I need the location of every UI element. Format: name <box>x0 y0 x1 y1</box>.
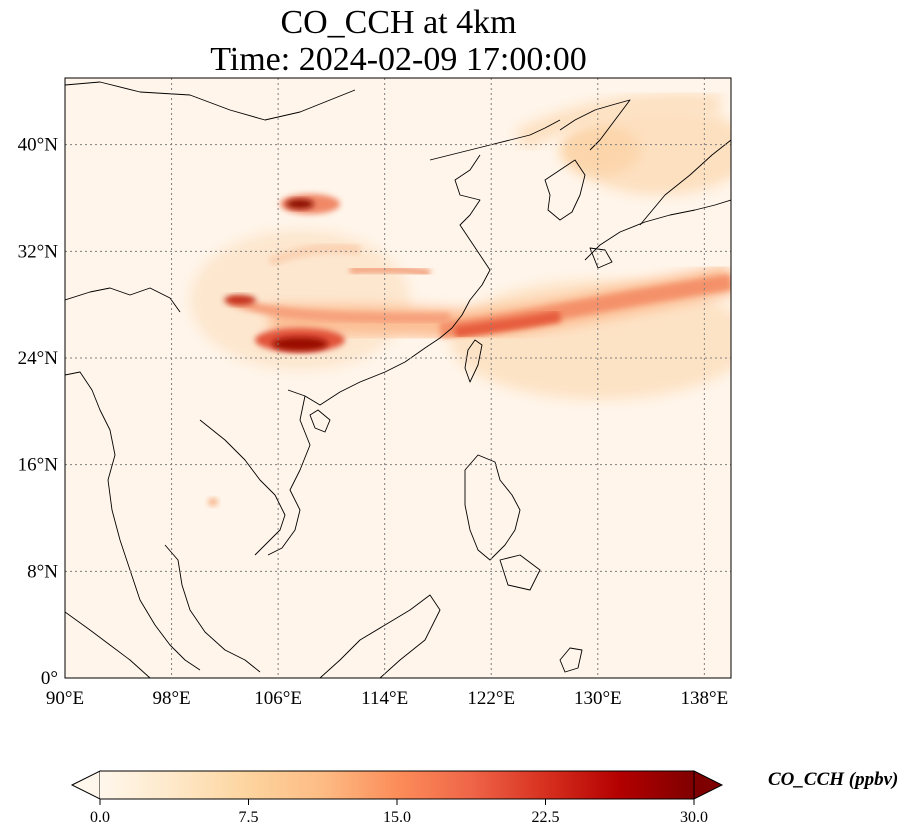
longitude-tick-label: 130°E <box>574 688 622 709</box>
plume-haze-north <box>515 92 721 150</box>
colorbar-gradient <box>100 771 694 799</box>
longitude-tick-label: 114°E <box>361 688 408 709</box>
plume-china-mid <box>228 295 451 323</box>
map-subtitle-time: Time: 2024-02-09 17:00:00 <box>210 41 587 78</box>
longitude-tick-label: 122°E <box>467 688 515 709</box>
plume-west-spot <box>224 295 256 305</box>
coast-malay-peninsula <box>164 544 261 673</box>
coast-korea <box>544 159 586 221</box>
latitude-tick-label: 24°N <box>18 348 59 369</box>
plume-thailand-spot <box>208 498 218 506</box>
coast-bohai-north <box>429 119 561 161</box>
plume-china-north <box>349 265 431 277</box>
coast-hainan <box>309 409 331 433</box>
latitude-tick-label: 0° <box>41 668 58 689</box>
coast-mindanao <box>499 554 541 591</box>
map-title: CO_CCH at 4km <box>280 4 517 41</box>
coast-sumatra <box>65 611 151 678</box>
coast-myanmar <box>65 371 201 671</box>
colorbar-extend-low <box>70 770 101 800</box>
coast-vietnam <box>267 395 311 556</box>
coast-kyushu <box>589 247 613 269</box>
border-north <box>65 81 356 121</box>
plume-haze-korea <box>560 125 640 175</box>
latitude-tick-label: 32°N <box>18 241 59 262</box>
colorbar-tick-label: 15.0 <box>383 809 411 826</box>
gridlines <box>65 78 731 678</box>
coastlines <box>65 81 731 678</box>
colorbar: 0.0 7.5 15.0 22.5 30.0 <box>70 770 724 826</box>
longitude-tick-label: 106°E <box>254 688 302 709</box>
plume-sichuan-core <box>272 337 328 351</box>
coast-japan-honshu <box>639 139 731 226</box>
plume-north-core <box>286 199 314 209</box>
coast-sulawesi <box>559 647 583 673</box>
latitude-tick-label: 40°N <box>18 135 59 156</box>
longitude-tick-label: 138°E <box>681 688 729 709</box>
colorbar-tick-label: 0.0 <box>90 809 110 826</box>
colorbar-tick-label: 30.0 <box>680 809 708 826</box>
border-myanmar-north <box>65 287 181 313</box>
plume-band-core <box>454 310 562 338</box>
coast-china-east <box>287 154 491 406</box>
coast-manchuria <box>559 99 631 151</box>
colorbar-tick-label: 7.5 <box>239 809 259 826</box>
coast-philippines <box>464 454 521 561</box>
longitude-tick-labels: 90°E 98°E 106°E 114°E 122°E 130°E 138°E <box>46 688 728 709</box>
latitude-tick-label: 16°N <box>18 455 59 476</box>
colorbar-tick-label: 22.5 <box>532 809 560 826</box>
coast-taiwan <box>464 339 483 383</box>
longitude-tick-label: 98°E <box>152 688 190 709</box>
coast-japan-south <box>584 199 731 261</box>
colorbar-tick-labels: 0.0 7.5 15.0 22.5 30.0 <box>90 799 708 826</box>
plume-china-faint <box>268 243 361 267</box>
colorbar-extend-high <box>693 770 724 800</box>
longitude-tick-label: 90°E <box>46 688 84 709</box>
latitude-tick-labels: 0° 8°N 16°N 24°N 32°N 40°N <box>18 135 59 689</box>
colorbar-label: CO_CCH (ppbv) <box>768 769 899 790</box>
concentration-field <box>190 92 731 506</box>
map-frame <box>64 77 732 679</box>
border-indochina <box>199 419 286 556</box>
latitude-tick-label: 8°N <box>27 561 58 582</box>
coast-borneo <box>319 594 441 678</box>
